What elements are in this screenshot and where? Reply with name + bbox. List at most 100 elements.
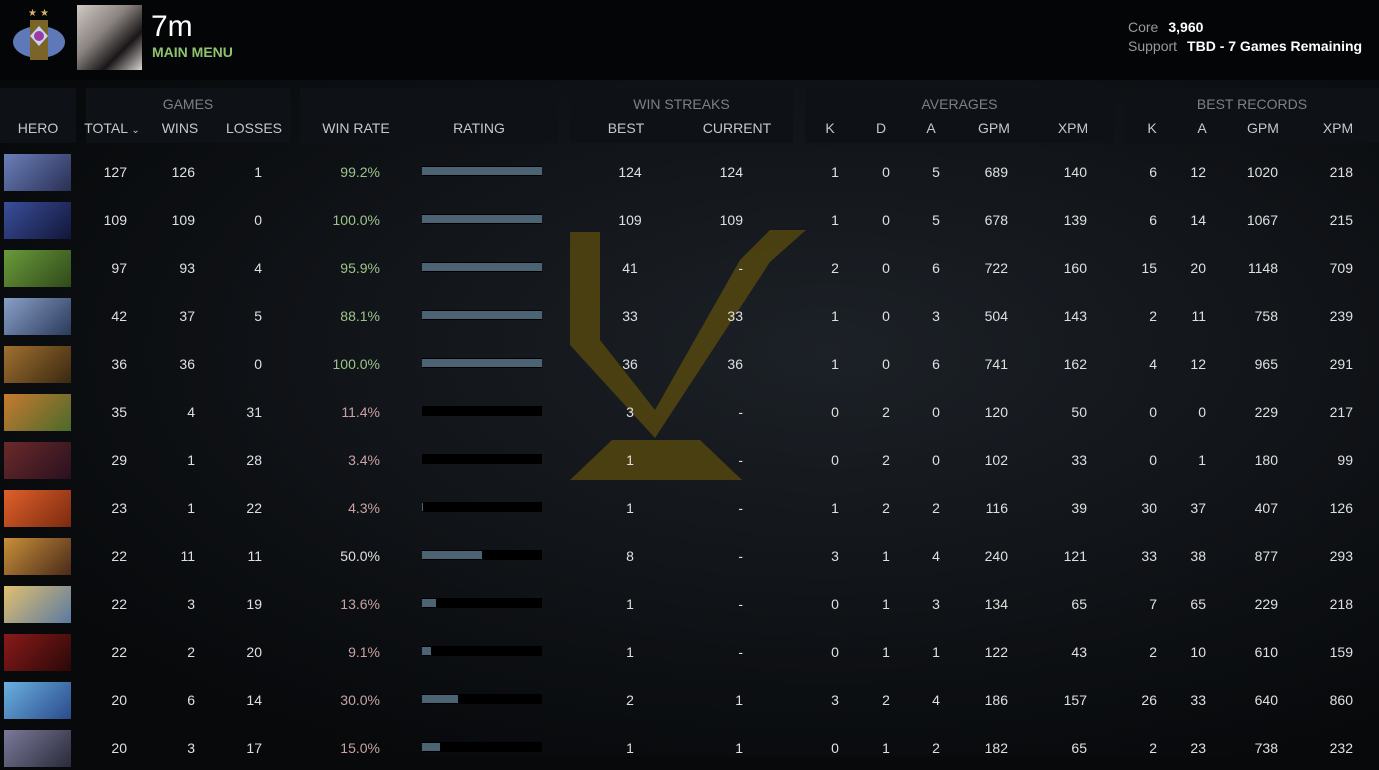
cell-xpm: 143 [1063,308,1087,324]
hero-portrait[interactable] [4,586,71,623]
cell-losses: 17 [246,740,262,756]
hero-portrait[interactable] [4,250,71,287]
table-row[interactable]: 22 2 20 9.1% 1-0 1 1 122 43 2 10 610 159 [0,626,1379,674]
cell-gpm: 102 [984,452,1008,468]
hero-portrait[interactable] [4,538,71,575]
cell-br-xpm: 218 [1329,596,1353,612]
col-wins[interactable]: WINS [161,120,199,136]
cell-best: 33 [622,308,638,324]
cell-br-k: 6 [1149,212,1157,228]
cell-wins: 1 [187,452,195,468]
col-total[interactable]: TOTAL ⌄ [72,120,152,136]
table-row[interactable]: 35 4 31 11.4% 3 - 0 2 0 120 50 0 0 229 217 [0,386,1379,434]
cell-gpm: 689 [984,164,1008,180]
col-a[interactable]: A [926,120,936,136]
table-row[interactable]: 23 1 22 4.3% 1-1 2 2 116 39 30 37 407 126 [0,482,1379,530]
rating-bar [422,358,542,368]
table-row[interactable]: 36 36 0 100.0% 36 36 1 0 6 741 162 4 12 965 291 [0,338,1379,386]
cell-best: 41 [622,260,638,276]
cell-k: 1 [831,164,839,180]
cell-best: 36 [622,356,638,372]
col-current[interactable]: CURRENT [702,120,772,136]
cell-d: 1 [882,596,890,612]
hero-portrait[interactable] [4,346,71,383]
cell-current: - [738,644,743,660]
table-row[interactable]: 42 37 5 88.1% 33 33 1 0 3 504 143 2 11 758 239 [0,290,1379,338]
cell-a: 0 [932,452,940,468]
table-row[interactable]: 22 3 19 13.6% 1 - 0 1 3 134 65 7 65 229 218 [0,578,1379,626]
cell-losses: 5 [254,308,262,324]
cell-d: 2 [882,500,890,516]
cell-k: 1 [831,212,839,228]
col-best[interactable]: BEST [607,120,645,136]
col-br-a[interactable]: A [1197,120,1207,136]
rating-bar-fill [422,647,431,655]
cell-best: 124 [618,164,642,180]
hero-portrait[interactable] [4,634,71,671]
table-row[interactable]: 22 11 11 50.0% 8 - 3 1 4 240 121 33 38 877 293 [0,530,1379,578]
rating-bar-fill [422,215,542,223]
cell-br-gpm: 965 [1254,356,1278,372]
cell-total: 23 [111,500,127,516]
table-row[interactable]: 20 6 14 30.0% 2 1 3 2 4 186 157 26 33 640 860 [0,674,1379,722]
hero-portrait[interactable] [4,442,71,479]
cell-br-xpm: 126 [1329,500,1353,516]
cell-d: 0 [882,260,890,276]
rating-bar-fill [422,743,440,751]
hero-portrait[interactable] [4,730,71,767]
cell-a: 4 [932,548,940,564]
cell-gpm: 504 [984,308,1008,324]
main-menu-link[interactable]: MAIN MENU [152,44,233,60]
cell-current: 124 [719,164,743,180]
cell-best: 109 [618,212,642,228]
col-xpm[interactable]: XPM [1057,120,1089,136]
cell-br-k: 2 [1149,644,1157,660]
col-d[interactable]: D [875,120,887,136]
col-br-gpm[interactable]: GPM [1247,120,1279,136]
cell-gpm: 122 [984,644,1008,660]
cell-total: 97 [111,260,127,276]
table-row[interactable]: 20 3 17 15.0% 1 1 0 1 2 182 65 2 23 738 232 [0,722,1379,770]
hero-header-group [0,88,76,143]
col-losses[interactable]: LOSSES [225,120,283,136]
table-row[interactable]: 109 109 0 100.0% 109 109 1 0 5 678 139 6 14 1067 215 [0,194,1379,242]
table-row[interactable]: 97 93 4 95.9% 41-2 0 6 722 160 15 20 1148 709 [0,242,1379,290]
cell-gpm: 741 [984,356,1008,372]
rating-bar [422,550,542,560]
col-k[interactable]: K [825,120,835,136]
cell-a: 3 [932,308,940,324]
hero-portrait[interactable] [4,490,71,527]
hero-portrait[interactable] [4,682,71,719]
chevron-down-icon: ⌄ [131,125,140,136]
col-win-rate[interactable]: WIN RATE [322,120,390,136]
table-row[interactable]: 127 126 1 99.2% 124 124 1 0 5 689 140 6 12 1020 218 [0,146,1379,194]
hero-portrait[interactable] [4,154,71,191]
col-rating[interactable]: RATING [453,120,505,136]
hero-portrait[interactable] [4,202,71,239]
col-hero[interactable]: HERO [17,120,59,136]
cell-losses: 20 [246,644,262,660]
hero-portrait[interactable] [4,298,71,335]
cell-br-gpm: 1020 [1246,164,1278,180]
cell-best: 3 [626,404,634,420]
col-gpm[interactable]: GPM [978,120,1010,136]
rating-bar-fill [422,551,482,559]
player-name: 7m [151,10,193,43]
cell-a: 2 [932,740,940,756]
cell-xpm: 139 [1063,212,1087,228]
avatar[interactable] [77,5,142,70]
cell-best: 1 [626,644,634,660]
table-row[interactable]: 29 1 28 3.4% 1 - 0 2 0 102 33 0 1 180 99 [0,434,1379,482]
cell-br-k: 2 [1149,740,1157,756]
rating-bar [422,214,542,224]
cell-br-xpm: 860 [1329,692,1353,708]
col-br-k[interactable]: K [1147,120,1157,136]
cell-k: 1 [831,356,839,372]
cell-wins: 109 [171,212,195,228]
cell-br-gpm: 758 [1254,308,1278,324]
hero-portrait[interactable] [4,394,71,431]
cell-win-rate: 100.0% [332,356,380,372]
cell-gpm: 240 [984,548,1008,564]
cell-k: 1 [831,308,839,324]
col-br-xpm[interactable]: XPM [1322,120,1354,136]
